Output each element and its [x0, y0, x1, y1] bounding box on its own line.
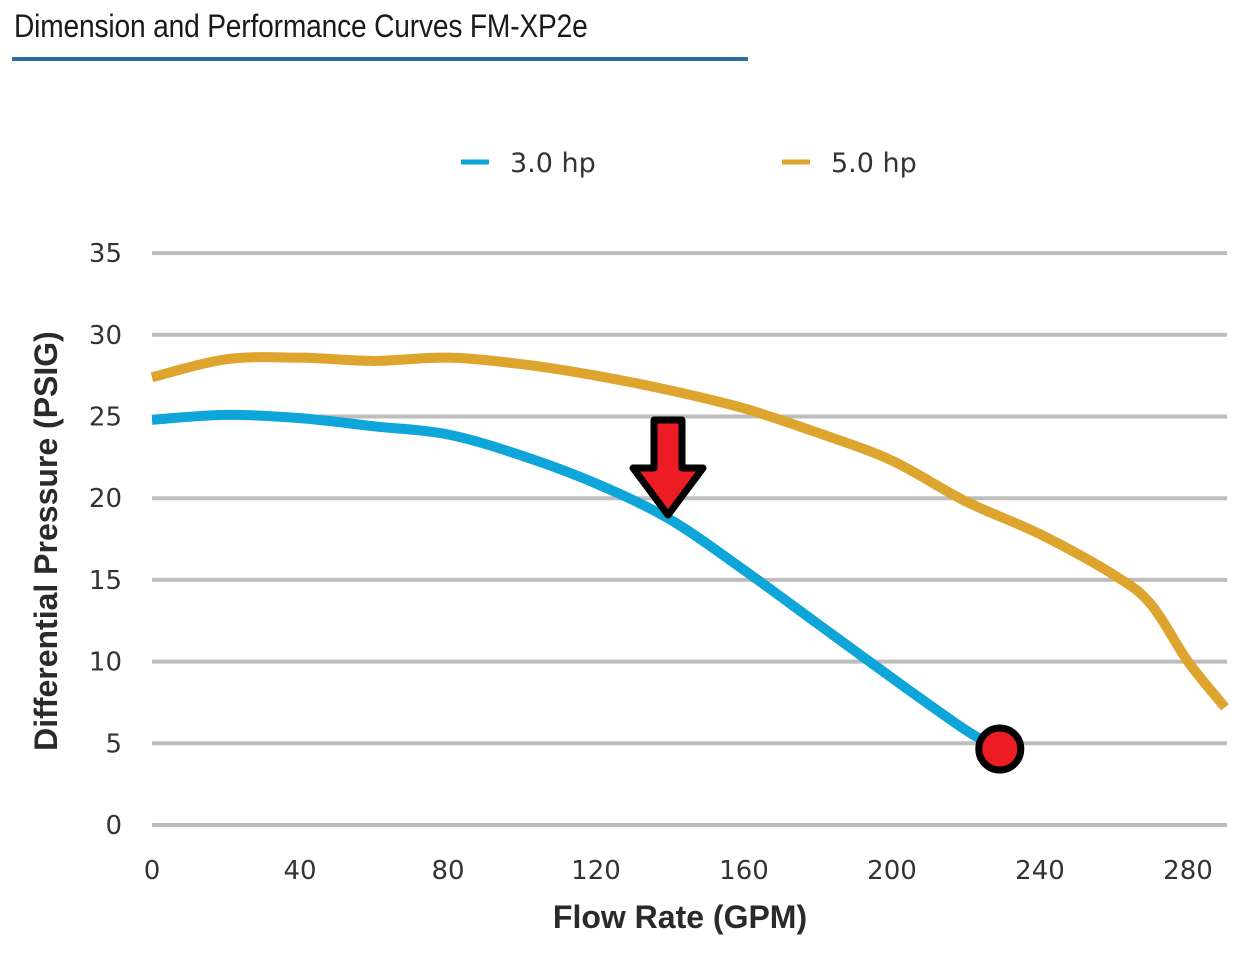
y-tick-label: 10 [89, 648, 122, 678]
chart-title: Dimension and Performance Curves FM-XP2e [14, 8, 588, 44]
gridlines [152, 251, 1227, 827]
x-tick-label: 200 [867, 856, 917, 886]
annotations [629, 416, 1025, 774]
legend: 3.0 hp 5.0 hp [461, 148, 917, 179]
legend-label: 5.0 hp [831, 148, 917, 179]
y-tick-label: 25 [89, 403, 122, 433]
x-tick-label: 0 [144, 856, 161, 886]
y-tick-label: 35 [89, 239, 122, 269]
y-tick-label: 15 [89, 566, 122, 596]
y-tick-labels: 0 5 10 15 20 25 30 35 [89, 239, 122, 841]
y-tick-label: 5 [105, 729, 122, 759]
red-dot-marker [975, 724, 1025, 774]
legend-label: 3.0 hp [510, 148, 596, 179]
title-underline [12, 57, 748, 61]
y-tick-label: 20 [89, 484, 122, 514]
series-line-3-0-hp [151, 409, 999, 752]
x-tick-label: 120 [571, 856, 621, 886]
y-tick-label: 30 [89, 321, 122, 351]
x-tick-label: 240 [1015, 856, 1065, 886]
x-tick-label: 80 [431, 856, 464, 886]
x-axis-title: Flow Rate (GPM) [553, 899, 807, 935]
x-tick-label: 160 [719, 856, 769, 886]
y-axis-title: Differential Pressure (PSIG) [28, 331, 64, 751]
x-tick-label: 280 [1163, 856, 1213, 886]
x-tick-label: 40 [283, 856, 316, 886]
x-tick-labels: 0 40 80 120 160 200 240 280 [144, 856, 1213, 886]
series-lines [150, 352, 1229, 752]
series-line-5-0-hp [150, 352, 1229, 711]
red-arrow-annotation [629, 416, 707, 519]
y-tick-label: 0 [105, 811, 122, 841]
